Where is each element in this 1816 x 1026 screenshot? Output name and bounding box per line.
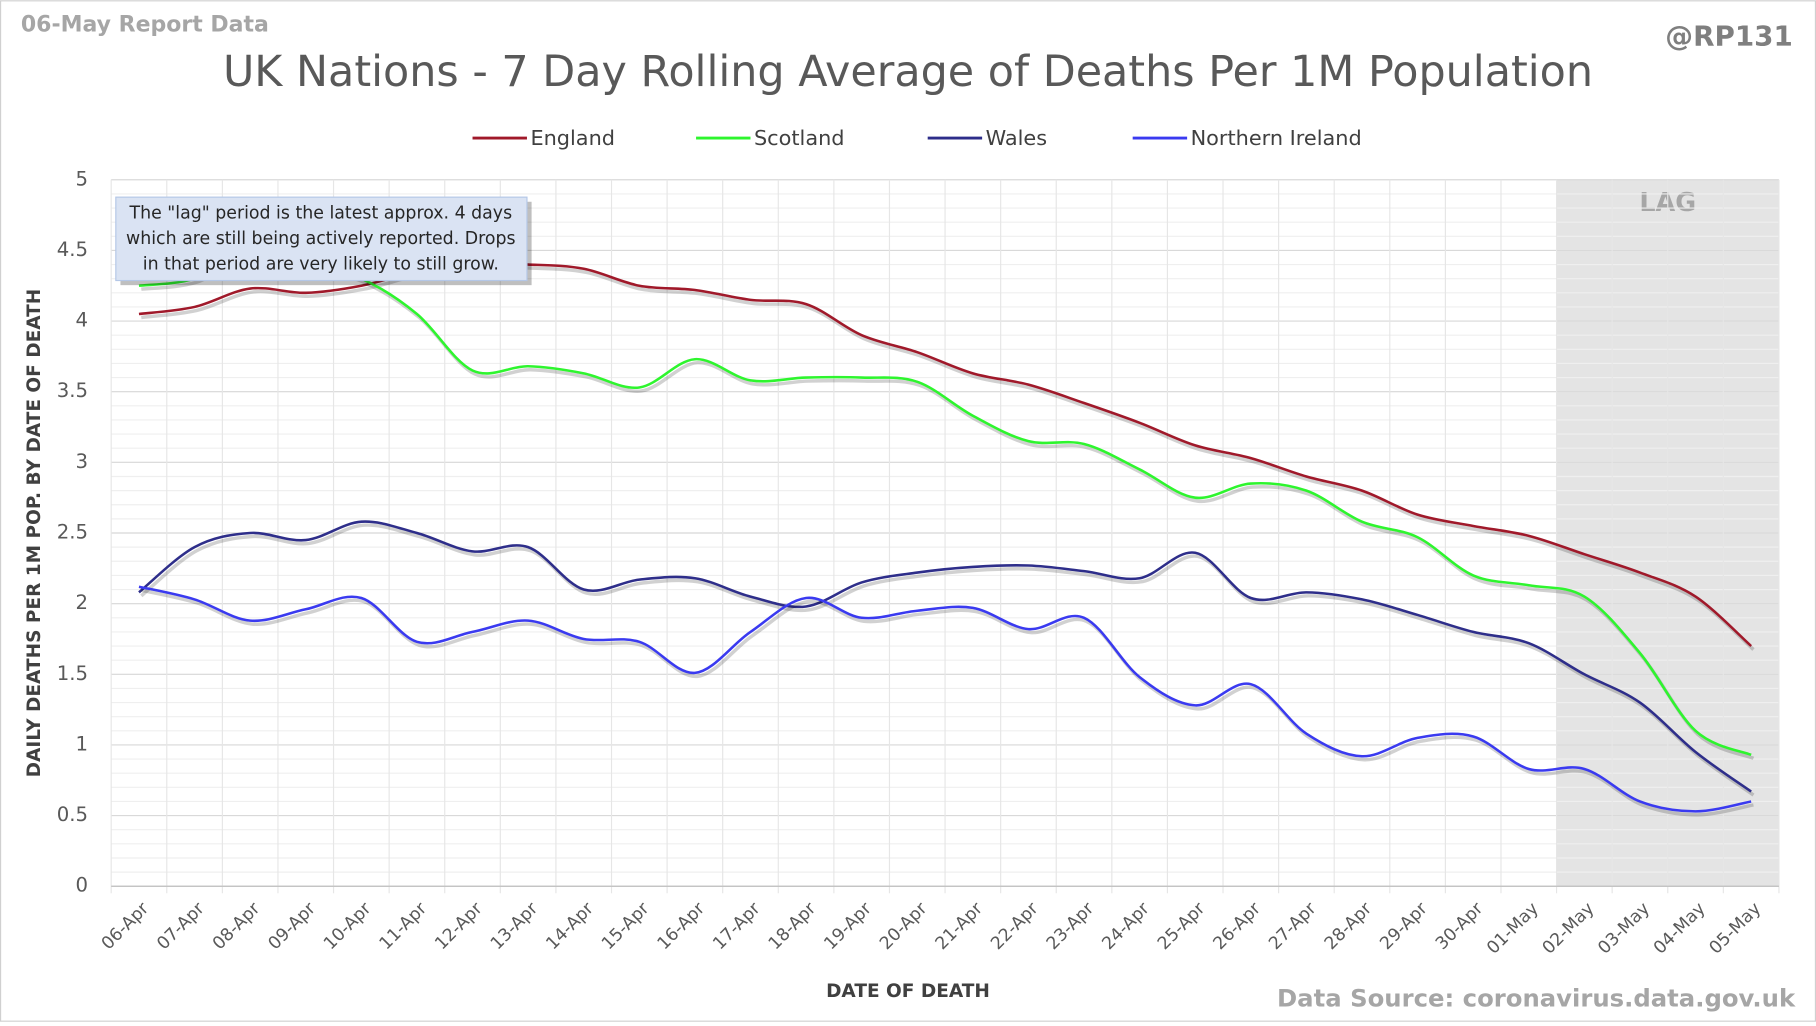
y-tick-label: 1.5: [57, 662, 88, 685]
line-shadow: [140, 588, 1754, 817]
legend-label: England: [530, 126, 615, 150]
y-tick-label: 2: [75, 591, 88, 614]
handle: @RP131: [1665, 19, 1793, 52]
annotation-box: [115, 196, 528, 282]
y-tick-label: 2.5: [57, 521, 88, 544]
series-line: [138, 520, 1752, 793]
series-line: [138, 585, 1752, 813]
annotation-text: The "lag" period is the latest approx. 4…: [128, 203, 512, 223]
y-tick-label: 4: [75, 309, 88, 332]
y-tick-label: 3.5: [57, 379, 88, 402]
line-shadow: [140, 523, 1755, 797]
y-tick-label: 4.5: [57, 238, 88, 261]
source: Data Source: coronavirus.data.gov.uk: [1277, 984, 1796, 1013]
y-tick-label: 0.5: [57, 803, 88, 826]
legend-label: Northern Ireland: [1191, 126, 1362, 150]
x-axis-label: DATE OF DEATH: [826, 981, 990, 1002]
legend-label: Scotland: [754, 126, 845, 150]
report-date: 06-May Report Data: [21, 13, 269, 38]
chart-title: UK Nations - 7 Day Rolling Average of De…: [223, 47, 1593, 97]
annotation-text: in that period are very likely to still …: [143, 254, 499, 274]
plot-back: LAG: [110, 179, 1780, 894]
y-tick-label: 5: [75, 167, 88, 190]
y-tick-label: 0: [75, 874, 88, 897]
legend-label: Wales: [986, 126, 1047, 150]
y-tick-label: 1: [75, 732, 88, 755]
series-line: [138, 248, 1752, 757]
y-tick-label: 3: [75, 450, 88, 473]
annotation-text: which are still being actively reported.…: [126, 229, 516, 249]
y-axis-label: DAILY DEATHS PER 1M POP. BY DATE OF DEAT…: [24, 289, 45, 778]
